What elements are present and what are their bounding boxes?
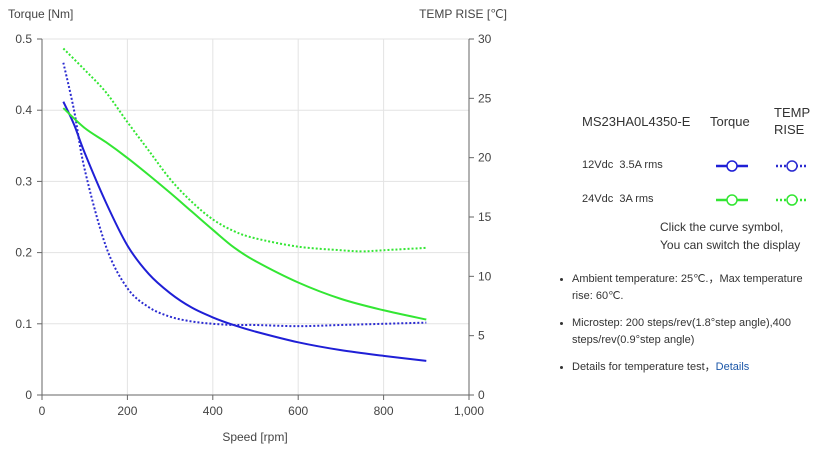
y-right-tick-label: 25	[478, 91, 492, 105]
series-line-torque_12	[62, 101, 427, 362]
x-tick-label: 400	[203, 404, 223, 418]
y-right-tick-label: 30	[478, 32, 492, 46]
x-tick-label: 200	[117, 404, 137, 418]
legend-col-torque: Torque	[710, 114, 750, 129]
y-right-tick-label: 0	[478, 388, 485, 402]
x-axis-ticks: 0 200 400 600 800 1,000	[39, 395, 484, 418]
torque-temp-chart: 0 200 400 600 800 1,000 0 0.1 0.2 0.3 0.4 0.5 0 5 10…	[8, 7, 507, 444]
legend-col-temp: TEMP RISE	[774, 104, 810, 138]
y-left-tick-label: 0.2	[15, 246, 32, 260]
details-link[interactable]: Details	[715, 361, 750, 373]
legend-24v-temp-symbol[interactable]	[772, 191, 812, 209]
legend-header: MS23HA0L4350-E Torque TEMP RISE	[560, 100, 822, 140]
y-right-axis-label: TEMP RISE [℃]	[419, 7, 507, 21]
legend-row-24v-label: 24Vdc 3A rms	[582, 193, 654, 205]
y-left-tick-label: 0	[25, 388, 32, 402]
legend-row-12v-label: 12Vdc 3.5A rms	[582, 159, 663, 171]
legend-12v-voltage: 12Vdc	[582, 159, 614, 171]
legend-row-12v: 12Vdc 3.5A rms	[560, 156, 822, 176]
legend-12v-torque-symbol[interactable]	[712, 157, 752, 175]
legend-12v-temp-symbol[interactable]	[772, 157, 812, 175]
legend-24v-voltage: 24Vdc	[582, 193, 614, 205]
legend-note: Click the curve symbol, You can switch t…	[660, 218, 800, 254]
spec-notes-list: Ambient temperature: 25℃.，Max temperatur…	[558, 271, 823, 386]
note-ambient: Ambient temperature: 25℃.，Max temperatur…	[558, 271, 823, 305]
y-left-axis-label: Torque [Nm]	[8, 7, 73, 21]
y-left-tick-label: 0.4	[15, 103, 32, 117]
legend-24v-current: 3A rms	[619, 193, 654, 205]
y-left-axis-ticks: 0 0.1 0.2 0.3 0.4 0.5	[15, 32, 42, 402]
x-tick-label: 0	[39, 404, 46, 418]
x-axis-label: Speed [rpm]	[222, 430, 287, 444]
legend-24v-torque-symbol[interactable]	[712, 191, 752, 209]
legend-note-line2: You can switch the display	[660, 238, 801, 252]
y-right-tick-label: 20	[478, 151, 492, 165]
legend-model-name: MS23HA0L4350-E	[582, 114, 691, 129]
legend-col-temp-line1: TEMP	[774, 105, 811, 120]
note-details-text: Details for temperature test，	[572, 361, 716, 373]
y-left-tick-label: 0.3	[15, 174, 32, 188]
x-tick-label: 600	[288, 404, 308, 418]
series-line-torque_24	[62, 107, 427, 321]
series-line-temp_12	[62, 62, 427, 328]
y-right-axis-ticks: 0 5 10 15 20 25 30	[469, 32, 492, 402]
legend-12v-current: 3.5A rms	[619, 159, 663, 171]
y-left-tick-label: 0.1	[15, 317, 32, 331]
y-right-tick-label: 5	[478, 329, 485, 343]
x-tick-label: 1,000	[454, 404, 484, 418]
y-right-tick-label: 15	[478, 210, 492, 224]
legend-row-24v: 24Vdc 3A rms	[560, 190, 822, 210]
legend-note-line1: Click the curve symbol,	[660, 220, 784, 234]
x-tick-label: 800	[374, 404, 394, 418]
legend-col-temp-line2: RISE	[774, 122, 805, 137]
note-microstep: Microstep: 200 steps/rev(1.8°step angle)…	[558, 315, 823, 349]
series-group	[62, 47, 427, 362]
note-details: Details for temperature test，Details	[558, 359, 823, 376]
series-line-temp_24	[62, 47, 427, 253]
y-left-tick-label: 0.5	[15, 32, 32, 46]
y-right-tick-label: 10	[478, 269, 492, 283]
